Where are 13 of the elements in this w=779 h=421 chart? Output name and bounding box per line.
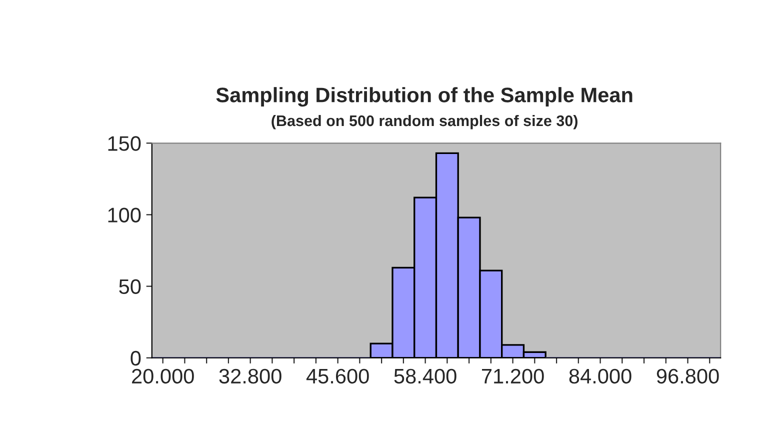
x-tick-label: 96.800 <box>656 368 719 384</box>
y-tick-label: 100 <box>108 208 141 222</box>
x-tick-label: 84.000 <box>569 368 632 384</box>
chart-title: Sampling Distribution of the Sample Mean <box>216 87 632 107</box>
x-tick-label: 71.200 <box>482 368 544 384</box>
y-tick-label: 50 <box>119 279 141 294</box>
chart-subtitle: (Based on 500 random samples of size 30) <box>272 114 578 130</box>
x-tick-label: 58.400 <box>394 368 456 384</box>
x-tick-label: 20.000 <box>132 368 194 384</box>
x-tick-label: 32.800 <box>219 368 282 384</box>
y-tick-label: 150 <box>108 136 141 151</box>
y-tick-label: 0 <box>130 350 141 366</box>
x-tick-label: 45.600 <box>306 368 369 384</box>
